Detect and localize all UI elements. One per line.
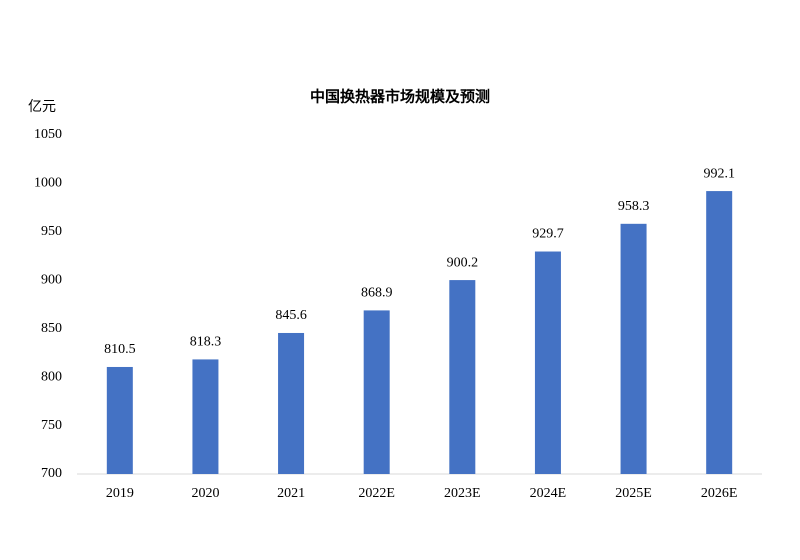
y-tick-label: 1000 — [34, 176, 62, 191]
y-tick-label: 800 — [41, 369, 62, 384]
x-tick-label: 2026E — [701, 486, 738, 501]
x-tick-label: 2023E — [444, 486, 481, 501]
bar — [278, 332, 305, 474]
x-tick-label: 2019 — [106, 486, 134, 501]
value-label: 992.1 — [703, 166, 735, 181]
bar — [449, 280, 476, 474]
value-label: 868.9 — [361, 286, 393, 301]
y-tick-label: 950 — [41, 224, 62, 239]
value-label: 810.5 — [104, 342, 136, 357]
y-tick-label: 900 — [41, 273, 62, 288]
y-tick-label: 750 — [41, 418, 62, 433]
bar — [192, 359, 219, 474]
x-tick-label: 2021 — [277, 486, 305, 501]
value-label: 818.3 — [190, 335, 222, 350]
bar — [706, 191, 733, 474]
chart-title: 中国换热器市场规模及预测 — [310, 87, 490, 105]
bar — [620, 223, 647, 474]
y-axis-label: 亿元 — [28, 99, 56, 115]
bar — [106, 366, 133, 474]
x-tick-label: 2022E — [358, 486, 395, 501]
bar — [363, 310, 390, 474]
value-label: 958.3 — [618, 199, 650, 214]
x-tick-label: 2024E — [530, 486, 567, 501]
value-label: 900.2 — [447, 255, 479, 270]
bar — [534, 251, 561, 474]
x-tick-label: 2025E — [615, 486, 652, 501]
value-label: 929.7 — [532, 227, 564, 242]
y-tick-label: 1050 — [34, 127, 62, 142]
y-tick-label: 700 — [41, 466, 62, 481]
x-tick-label: 2020 — [191, 486, 219, 501]
y-tick-label: 850 — [41, 321, 62, 336]
value-label: 845.6 — [275, 308, 307, 323]
